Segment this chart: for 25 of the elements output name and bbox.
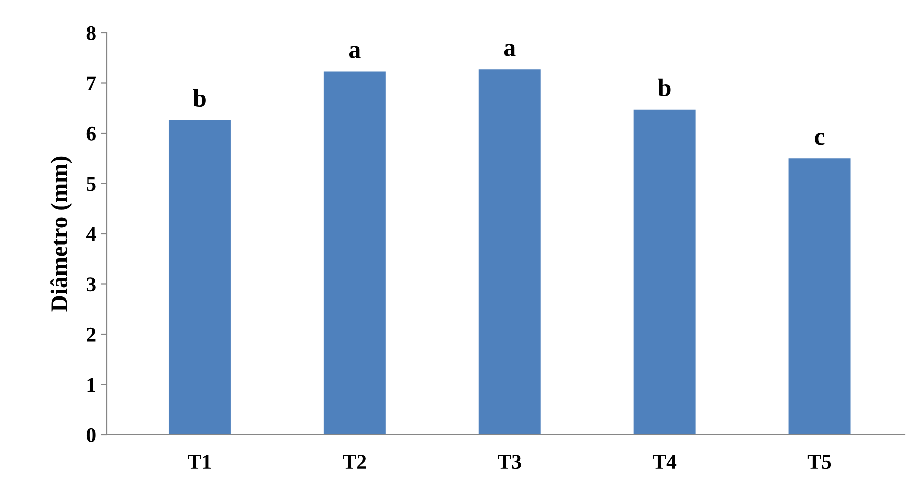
y-tick-label: 4 xyxy=(86,228,96,242)
annotation: c xyxy=(815,133,825,146)
y-axis-title: Diâmetro (mm) xyxy=(50,156,72,312)
bar xyxy=(788,158,851,435)
y-tick-label: 2 xyxy=(87,328,96,342)
bar xyxy=(634,110,696,435)
y-tick-label: 6 xyxy=(86,126,96,141)
annotation: a xyxy=(349,46,361,58)
x-tick-label: T2 xyxy=(343,455,366,469)
y-tick-label: 1 xyxy=(88,378,96,392)
bar xyxy=(478,70,541,435)
y-tick-label: 0 xyxy=(86,428,96,442)
y-tick-label: 3 xyxy=(86,278,96,292)
x-tick-label: T1 xyxy=(188,455,212,469)
annotation: a xyxy=(504,44,516,56)
annotation: b xyxy=(193,89,206,108)
y-tick-label: 8 xyxy=(86,26,96,40)
y-tick-label: 5 xyxy=(87,177,96,192)
annotation: b xyxy=(658,78,671,96)
bar xyxy=(168,120,231,435)
x-tick-label: T3 xyxy=(498,455,522,470)
x-tick-label: T5 xyxy=(808,455,832,470)
bar xyxy=(324,72,386,435)
y-tick-label: 7 xyxy=(87,76,96,90)
x-tick-label: T4 xyxy=(652,455,677,469)
